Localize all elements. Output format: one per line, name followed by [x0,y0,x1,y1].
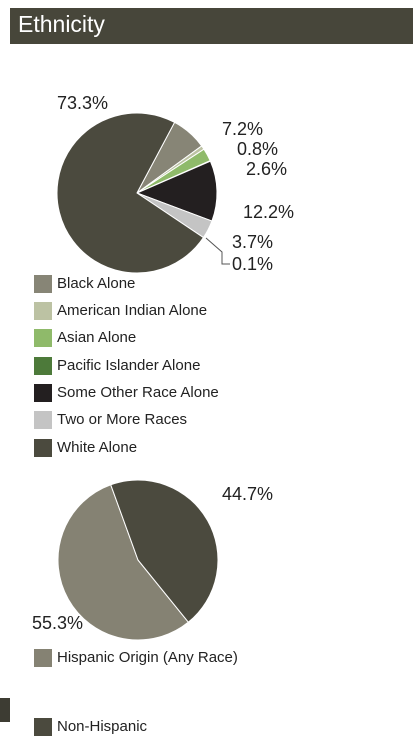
legend-label: Two or More Races [57,411,187,428]
value-label: 73.3% [57,93,108,113]
legend-label: American Indian Alone [57,302,207,319]
legend-swatch [34,439,52,457]
header-bar [10,8,413,44]
legend-swatch [34,649,52,667]
legend-label: Asian Alone [57,329,136,346]
value-label: 44.7% [222,484,273,504]
legend-swatch [34,275,52,293]
legend-swatch [34,329,52,347]
pie-slice [110,479,219,623]
side-block [0,698,10,722]
pie-slice [135,160,218,222]
legend-label: Black Alone [57,275,135,292]
header-title: Ethnicity [18,11,105,37]
value-label: 7.2% [222,119,263,139]
leader-line [205,237,230,265]
value-label: 0.1% [232,254,273,274]
legend-swatch [34,411,52,429]
pie-slice [57,484,190,641]
legend-swatch [34,718,52,736]
legend-label: Hispanic Origin (Any Race) [57,649,238,666]
value-label: 2.6% [246,159,287,179]
pie-slice [56,112,205,274]
value-label: 3.7% [232,232,273,252]
legend-label: Some Other Race Alone [57,384,219,401]
value-label: 12.2% [243,202,294,222]
legend-swatch [34,302,52,320]
legend-label: White Alone [57,439,137,456]
value-label: 55.3% [32,613,83,633]
legend-label: Non-Hispanic [57,718,148,735]
value-label: 0.8% [237,139,278,159]
legend-swatch [34,384,52,402]
legend-label: Pacific Islander Alone [57,357,200,374]
legend-swatch [34,357,52,375]
